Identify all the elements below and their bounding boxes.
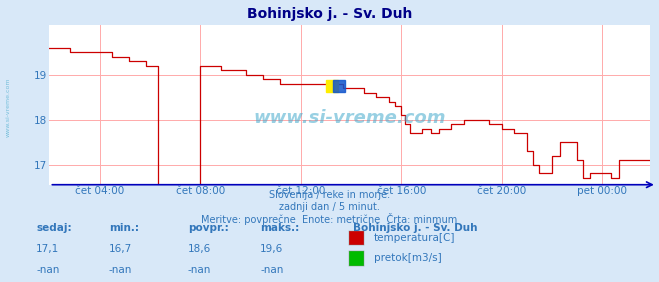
Text: 17,1: 17,1 bbox=[36, 244, 59, 254]
Text: Bohinjsko j. - Sv. Duh: Bohinjsko j. - Sv. Duh bbox=[353, 223, 477, 233]
Text: -nan: -nan bbox=[109, 265, 132, 274]
Text: -nan: -nan bbox=[188, 265, 211, 274]
Text: 19,6: 19,6 bbox=[260, 244, 283, 254]
Text: 18,6: 18,6 bbox=[188, 244, 211, 254]
Text: www.si-vreme.com: www.si-vreme.com bbox=[254, 109, 446, 127]
Text: povpr.:: povpr.: bbox=[188, 223, 229, 233]
Text: -nan: -nan bbox=[36, 265, 59, 274]
Text: Bohinjsko j. - Sv. Duh: Bohinjsko j. - Sv. Duh bbox=[247, 7, 412, 21]
Text: temperatura[C]: temperatura[C] bbox=[374, 233, 455, 243]
Text: Slovenija / reke in morje.: Slovenija / reke in morje. bbox=[269, 190, 390, 200]
Text: zadnji dan / 5 minut.: zadnji dan / 5 minut. bbox=[279, 202, 380, 212]
Text: min.:: min.: bbox=[109, 223, 139, 233]
Text: -nan: -nan bbox=[260, 265, 283, 274]
Text: www.si-vreme.com: www.si-vreme.com bbox=[5, 78, 11, 137]
Text: Meritve: povprečne  Enote: metrične  Črta: minmum: Meritve: povprečne Enote: metrične Črta:… bbox=[202, 213, 457, 225]
Text: 16,7: 16,7 bbox=[109, 244, 132, 254]
Text: pretok[m3/s]: pretok[m3/s] bbox=[374, 253, 442, 263]
Text: sedaj:: sedaj: bbox=[36, 223, 72, 233]
Text: maks.:: maks.: bbox=[260, 223, 300, 233]
